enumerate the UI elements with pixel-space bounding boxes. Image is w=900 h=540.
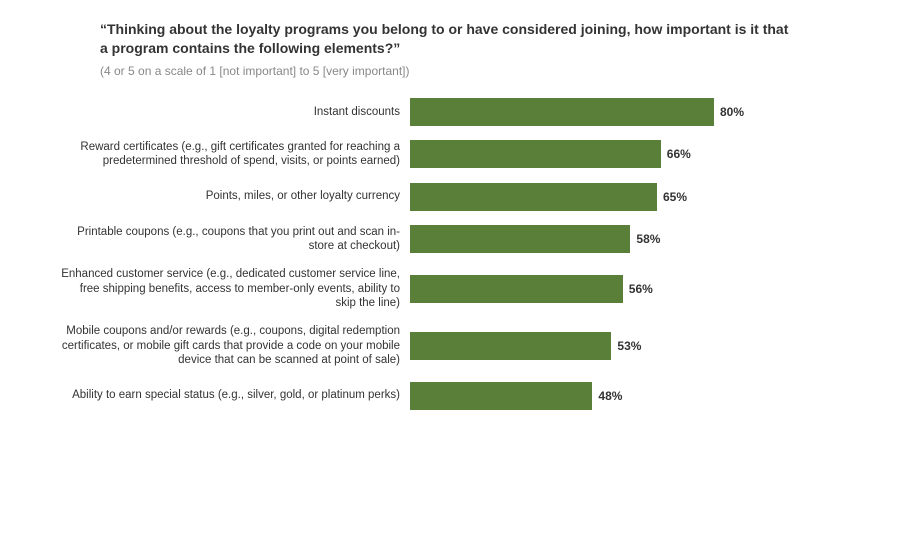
bar-label: Points, miles, or other loyalty currency xyxy=(60,189,410,203)
bar-value: 53% xyxy=(617,339,641,353)
bar-value: 65% xyxy=(663,190,687,204)
bar-value: 56% xyxy=(629,282,653,296)
bar-chart: Instant discounts 80% Reward certificates … xyxy=(60,98,840,410)
bar-track: 56% xyxy=(410,275,840,303)
bar xyxy=(410,275,623,303)
bar xyxy=(410,98,714,126)
chart-title: “Thinking about the loyalty programs you… xyxy=(100,20,800,58)
bar xyxy=(410,332,611,360)
bar xyxy=(410,140,661,168)
chart-row: Instant discounts 80% xyxy=(60,98,840,126)
chart-row: Mobile coupons and/or rewards (e.g., cou… xyxy=(60,324,840,367)
chart-row: Ability to earn special status (e.g., si… xyxy=(60,382,840,410)
bar-value: 48% xyxy=(598,389,622,403)
bar-track: 65% xyxy=(410,183,840,211)
bar xyxy=(410,225,630,253)
bar-label: Enhanced customer service (e.g., dedicat… xyxy=(60,267,410,310)
bar-track: 53% xyxy=(410,332,840,360)
bar-label: Reward certificates (e.g., gift certific… xyxy=(60,140,410,169)
chart-row: Printable coupons (e.g., coupons that yo… xyxy=(60,225,840,254)
bar-value: 58% xyxy=(636,232,660,246)
bar xyxy=(410,183,657,211)
chart-row: Enhanced customer service (e.g., dedicat… xyxy=(60,267,840,310)
bar-value: 66% xyxy=(667,147,691,161)
chart-row: Points, miles, or other loyalty currency… xyxy=(60,183,840,211)
bar-track: 48% xyxy=(410,382,840,410)
bar-value: 80% xyxy=(720,105,744,119)
bar-label: Printable coupons (e.g., coupons that yo… xyxy=(60,225,410,254)
chart-subtitle: (4 or 5 on a scale of 1 [not important] … xyxy=(100,64,840,78)
bar-track: 66% xyxy=(410,140,840,168)
bar-label: Mobile coupons and/or rewards (e.g., cou… xyxy=(60,324,410,367)
chart-row: Reward certificates (e.g., gift certific… xyxy=(60,140,840,169)
bar-track: 58% xyxy=(410,225,840,253)
bar-label: Instant discounts xyxy=(60,105,410,119)
bar-track: 80% xyxy=(410,98,840,126)
bar xyxy=(410,382,592,410)
bar-label: Ability to earn special status (e.g., si… xyxy=(60,388,410,402)
